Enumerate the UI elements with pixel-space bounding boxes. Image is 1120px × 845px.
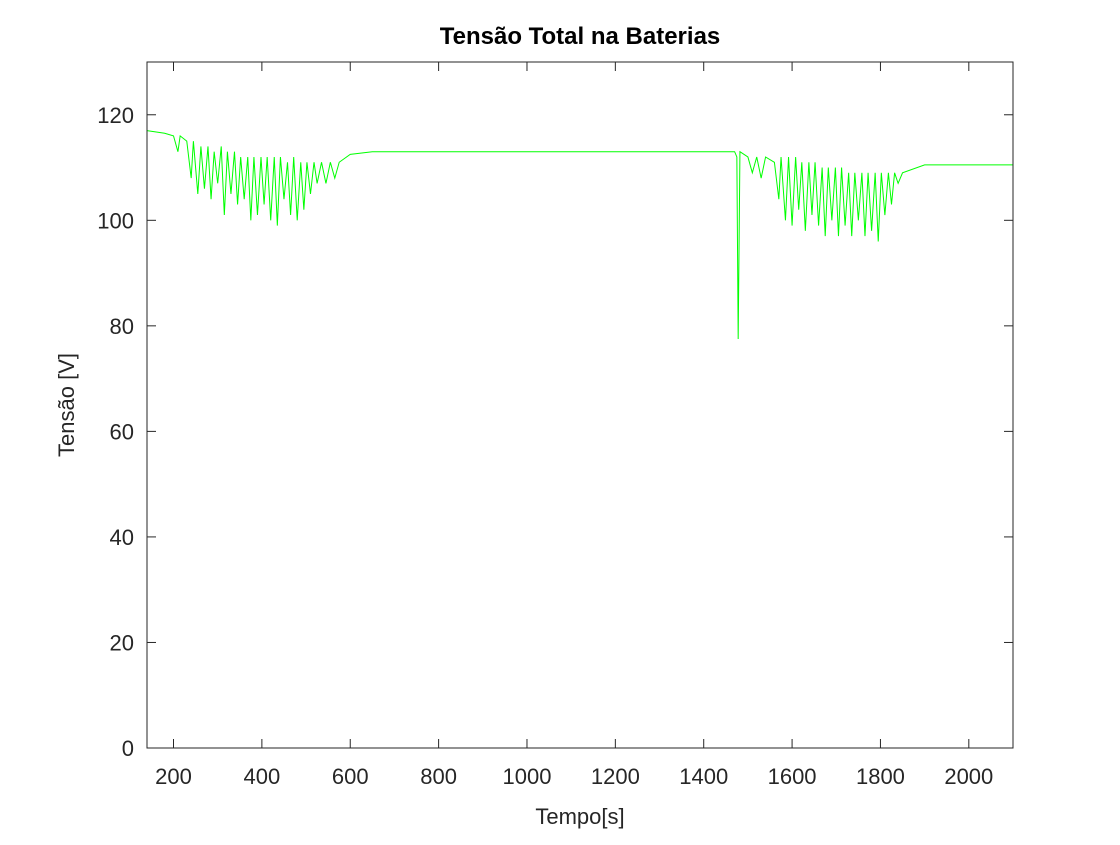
y-tick-label: 80 bbox=[110, 314, 134, 339]
x-tick-label: 200 bbox=[155, 764, 192, 789]
y-tick-label: 120 bbox=[97, 103, 134, 128]
y-tick-label: 60 bbox=[110, 419, 134, 444]
x-tick-label: 1400 bbox=[679, 764, 728, 789]
data-line bbox=[146, 130, 1013, 340]
x-tick-label: 2000 bbox=[944, 764, 993, 789]
x-tick-label: 800 bbox=[420, 764, 457, 789]
x-tick-label: 400 bbox=[244, 764, 281, 789]
x-tick-label: 600 bbox=[332, 764, 369, 789]
y-tick-label: 40 bbox=[110, 525, 134, 550]
x-tick-label: 1000 bbox=[503, 764, 552, 789]
axes-box bbox=[146, 61, 1014, 749]
chart-title: Tensão Total na Baterias bbox=[440, 23, 721, 50]
y-tick-label: 20 bbox=[110, 630, 134, 655]
y-axis-label: Tensão [V] bbox=[54, 353, 79, 457]
x-tick-label: 1200 bbox=[591, 764, 640, 789]
x-tick-label: 1600 bbox=[768, 764, 817, 789]
x-tick-label: 1800 bbox=[856, 764, 905, 789]
x-axis-label: Tempo[s] bbox=[535, 804, 624, 829]
y-tick-label: 100 bbox=[97, 208, 134, 233]
y-tick-label: 0 bbox=[122, 736, 134, 761]
plot-area bbox=[146, 130, 1013, 340]
